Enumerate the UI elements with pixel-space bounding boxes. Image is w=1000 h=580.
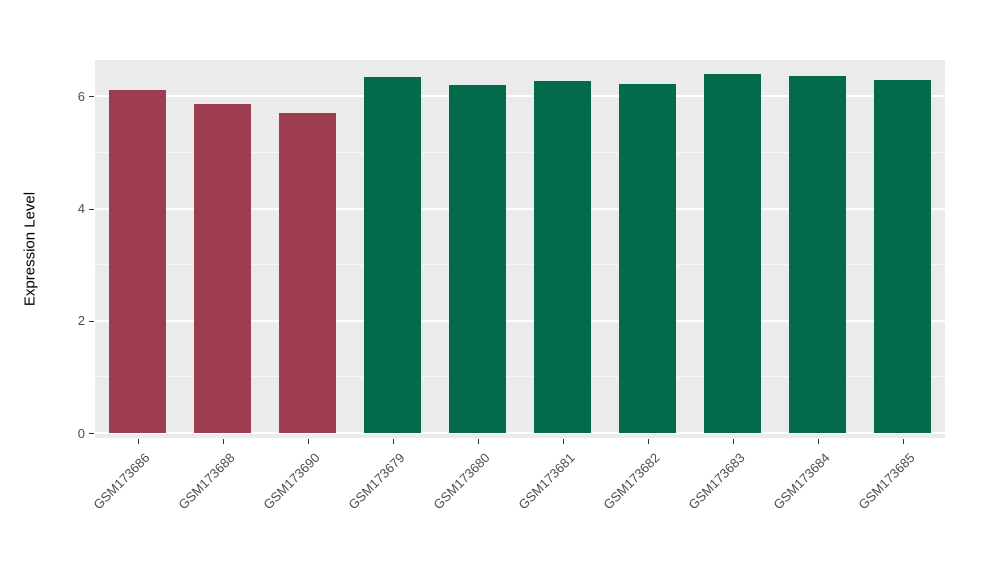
gridline-minor <box>95 264 945 266</box>
bar-GSM173680 <box>449 85 506 433</box>
x-tick-mark <box>732 439 734 444</box>
x-tick-mark <box>902 439 904 444</box>
bar-GSM173686 <box>109 89 166 433</box>
x-tick-label-text: GSM173688 <box>174 450 238 513</box>
x-tick-label-text: GSM173685 <box>854 450 918 513</box>
y-tick-mark <box>89 433 94 434</box>
x-tick-mark <box>817 439 819 444</box>
x-tick-label-text: GSM173690 <box>259 450 323 513</box>
gridline-minor <box>95 152 945 154</box>
x-tick-mark <box>392 439 394 444</box>
bar-GSM173690 <box>279 113 336 433</box>
x-tick-label-text: GSM173683 <box>684 450 748 513</box>
gridline-major <box>95 319 945 322</box>
x-tick-label-text: GSM173684 <box>769 450 833 513</box>
x-tick-label-text: GSM173680 <box>429 450 493 513</box>
x-tick-mark <box>647 439 649 444</box>
gridline-major <box>95 95 945 98</box>
x-tick-mark <box>137 439 139 444</box>
y-tick-label-0: 0 <box>77 425 85 441</box>
y-tick-label-2: 2 <box>77 313 85 329</box>
x-tick-label-text: GSM173679 <box>344 450 408 513</box>
y-tick-label-4: 4 <box>77 201 85 217</box>
bar-GSM173688 <box>194 103 251 433</box>
y-tick-mark <box>89 96 94 98</box>
y-tick-label-6: 6 <box>77 88 85 104</box>
x-tick-mark <box>477 439 479 444</box>
gridline-minor <box>95 376 945 378</box>
x-tick-label-text: GSM173682 <box>599 450 663 513</box>
x-tick-mark <box>307 439 309 444</box>
plot-panel <box>95 60 945 438</box>
x-tick-label-text: GSM173681 <box>514 450 578 513</box>
x-tick-mark <box>562 439 564 444</box>
gridline-major <box>95 432 945 434</box>
x-tick-mark <box>222 439 224 444</box>
y-tick-mark <box>89 320 94 322</box>
x-tick-label-text: GSM173686 <box>89 450 153 513</box>
bar-GSM173685 <box>874 79 931 433</box>
y-tick-mark <box>89 208 94 210</box>
bar-GSM173682 <box>619 84 676 433</box>
gridline-major <box>95 207 945 210</box>
bar-GSM173683 <box>704 74 761 433</box>
bar-GSM173681 <box>534 80 591 433</box>
bar-GSM173684 <box>789 76 846 433</box>
bar-GSM173679 <box>364 76 421 433</box>
y-axis-title: Expression Level <box>21 191 39 307</box>
